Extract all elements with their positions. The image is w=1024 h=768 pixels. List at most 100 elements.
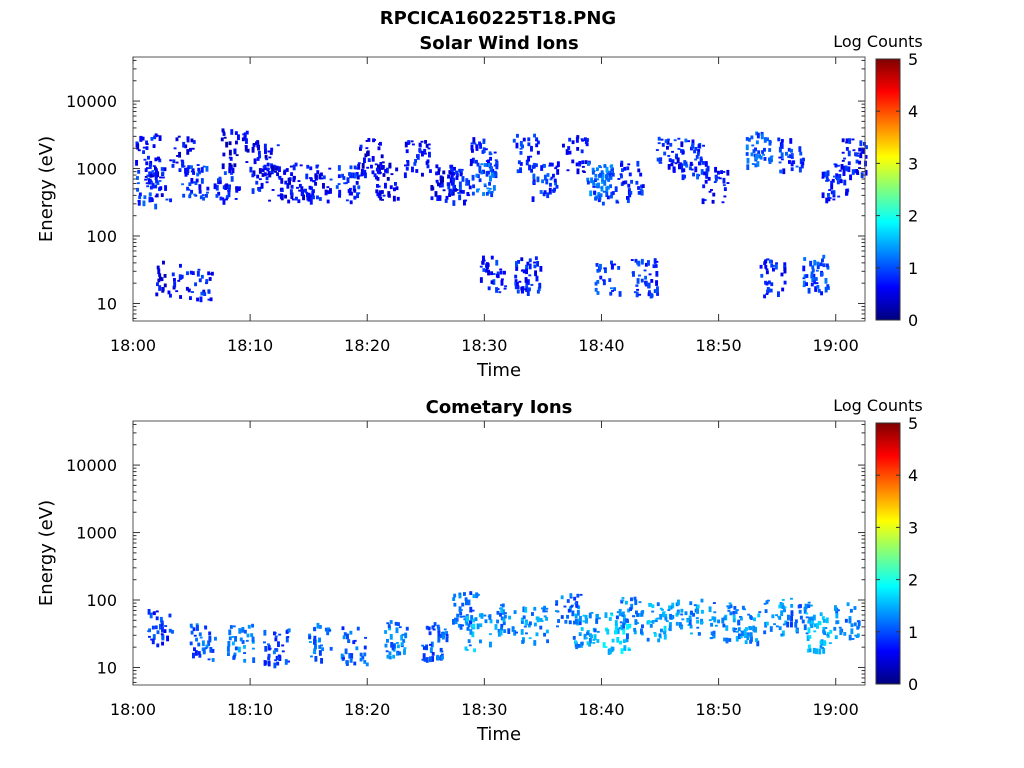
heatmap-cell bbox=[158, 273, 162, 278]
heatmap-cell bbox=[723, 637, 727, 642]
heatmap-cell bbox=[425, 644, 429, 651]
heatmap-cell bbox=[179, 263, 182, 268]
heatmap-cluster bbox=[732, 605, 762, 647]
heatmap-cell bbox=[468, 644, 472, 647]
heatmap-cell bbox=[136, 182, 140, 185]
heatmap-cell bbox=[258, 188, 262, 192]
heatmap-cell bbox=[852, 149, 856, 152]
heatmap-cell bbox=[822, 619, 826, 623]
heatmap-cell bbox=[189, 270, 193, 275]
heatmap-cell bbox=[138, 192, 142, 197]
heatmap-cell bbox=[201, 194, 205, 197]
heatmap-cell bbox=[157, 156, 160, 161]
heatmap-cell bbox=[469, 158, 473, 165]
heatmap-cell bbox=[342, 657, 346, 660]
heatmap-cell bbox=[164, 625, 168, 627]
heatmap-cell bbox=[178, 274, 182, 280]
heatmap-cell bbox=[535, 275, 539, 282]
heatmap-cell bbox=[630, 259, 634, 261]
heatmap-cell bbox=[581, 139, 585, 142]
heatmap-cell bbox=[683, 160, 687, 166]
heatmap-cell bbox=[490, 280, 494, 285]
heatmap-cell bbox=[289, 189, 293, 195]
heatmap-cell bbox=[830, 190, 834, 195]
heatmap-cell bbox=[611, 638, 615, 643]
heatmap-cell bbox=[550, 162, 554, 167]
heatmap-cell bbox=[151, 170, 155, 172]
heatmap-cell bbox=[580, 149, 584, 154]
heatmap-cell bbox=[382, 173, 386, 177]
heatmap-cell bbox=[568, 137, 572, 142]
heatmap-cell bbox=[540, 165, 544, 171]
heatmap-cell bbox=[532, 180, 536, 185]
heatmap-cell bbox=[525, 268, 529, 275]
heatmap-cell bbox=[812, 273, 816, 278]
heatmap-cell bbox=[582, 614, 586, 617]
heatmap-cell bbox=[691, 143, 695, 149]
heatmap-cell bbox=[400, 634, 404, 641]
heatmap-cell bbox=[628, 172, 632, 177]
heatmap-cell bbox=[640, 189, 644, 196]
heatmap-cell bbox=[626, 196, 629, 200]
heatmap-cell bbox=[198, 184, 202, 190]
heatmap-cell bbox=[698, 161, 701, 166]
heatmap-cell bbox=[826, 284, 830, 288]
heatmap-cell bbox=[794, 622, 798, 628]
heatmap-cell bbox=[626, 633, 629, 639]
heatmap-cell bbox=[810, 282, 814, 287]
heatmap-cell bbox=[343, 632, 347, 636]
heatmap-cell bbox=[794, 619, 798, 624]
heatmap-cell bbox=[482, 169, 485, 174]
heatmap-cell bbox=[356, 192, 360, 199]
heatmap-cell bbox=[837, 195, 841, 198]
heatmap-cell bbox=[668, 605, 672, 610]
heatmap-cell bbox=[295, 196, 298, 201]
heatmap-cell bbox=[601, 172, 605, 179]
heatmap-cell bbox=[489, 641, 492, 648]
heatmap-cell bbox=[537, 287, 541, 291]
heatmap-cell bbox=[821, 176, 825, 179]
heatmap-cell bbox=[200, 178, 204, 184]
heatmap-cell bbox=[448, 193, 452, 197]
heatmap-cell bbox=[599, 172, 603, 177]
heatmap-cell bbox=[780, 633, 784, 636]
heatmap-cell bbox=[499, 270, 503, 275]
heatmap-cell bbox=[318, 173, 322, 180]
heatmap-cell bbox=[531, 196, 535, 202]
heatmap-cell bbox=[390, 173, 394, 176]
heatmap-cell bbox=[273, 164, 277, 171]
heatmap-cell bbox=[198, 632, 202, 637]
heatmap-cell bbox=[144, 168, 148, 172]
heatmap-cell bbox=[737, 627, 741, 631]
heatmap-cell bbox=[237, 134, 240, 141]
heatmap-cell bbox=[196, 164, 200, 166]
heatmap-cell bbox=[493, 170, 497, 177]
heatmap-cell bbox=[667, 138, 670, 141]
heatmap-cell bbox=[245, 138, 248, 144]
heatmap-cell bbox=[145, 140, 149, 145]
heatmap-cell bbox=[478, 141, 482, 146]
heatmap-cell bbox=[263, 168, 267, 171]
heatmap-cell bbox=[728, 602, 732, 605]
heatmap-cell bbox=[732, 627, 736, 632]
heatmap-cell bbox=[430, 641, 434, 648]
heatmap-cell bbox=[647, 260, 650, 266]
heatmap-cell bbox=[314, 656, 318, 662]
heatmap-cell bbox=[856, 171, 860, 175]
heatmap-cell bbox=[596, 270, 600, 273]
heatmap-cell bbox=[287, 199, 291, 204]
heatmap-cell bbox=[606, 628, 610, 635]
heatmap-cell bbox=[377, 146, 381, 151]
heatmap-cell bbox=[353, 195, 357, 200]
heatmap-cell bbox=[401, 633, 405, 636]
heatmap-cell bbox=[790, 154, 794, 157]
heatmap-cell bbox=[410, 140, 414, 143]
heatmap-cell bbox=[799, 615, 803, 620]
heatmap-cell bbox=[644, 275, 648, 280]
heatmap-cell bbox=[245, 639, 249, 642]
heatmap-cell bbox=[857, 620, 861, 627]
heatmap-cell bbox=[668, 625, 672, 632]
heatmap-cell bbox=[745, 627, 748, 631]
heatmap-cell bbox=[663, 633, 667, 640]
heatmap-cell bbox=[143, 195, 147, 200]
